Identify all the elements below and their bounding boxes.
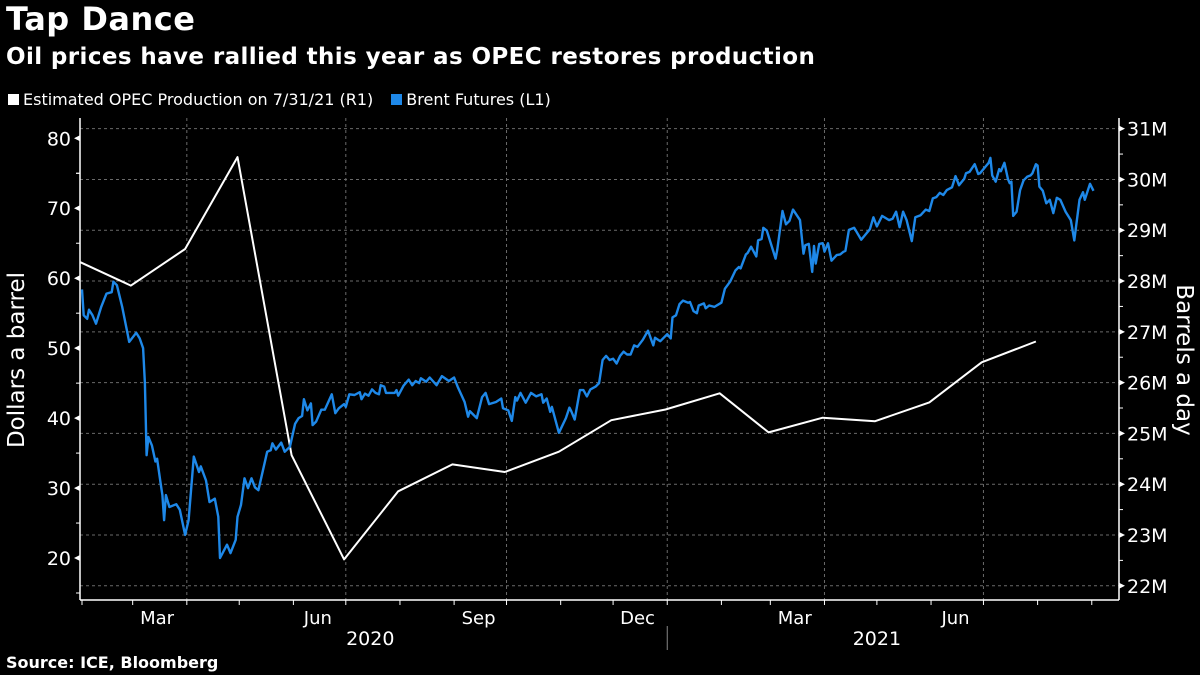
x-tick-label: Sep bbox=[462, 608, 496, 629]
y-left-tick bbox=[74, 275, 80, 282]
x-year-label: 2021 bbox=[853, 628, 901, 650]
y-right-tick bbox=[1119, 278, 1125, 285]
y-right-tick bbox=[1119, 430, 1125, 437]
y-right-tick bbox=[1119, 379, 1125, 386]
y-right-tick bbox=[1119, 531, 1125, 538]
y-left-tick-label: 60 bbox=[47, 268, 71, 290]
y-left-tick bbox=[74, 345, 80, 352]
legend-item-opec: Estimated OPEC Production on 7/31/21 (R1… bbox=[8, 90, 373, 109]
y-right-tick bbox=[1119, 176, 1125, 183]
y-left-axis-title: Dollars a barrel bbox=[4, 272, 30, 448]
y-right-tick-label: 26M bbox=[1127, 373, 1168, 395]
y-right-tick-label: 25M bbox=[1127, 423, 1168, 445]
y-left-tick bbox=[74, 555, 80, 562]
legend-swatch-brent bbox=[391, 94, 403, 105]
x-tick-label: Jun bbox=[303, 608, 332, 629]
x-tick-label: Mar bbox=[140, 608, 175, 629]
y-left-tick-label: 30 bbox=[47, 478, 71, 500]
gridlines bbox=[80, 118, 1119, 600]
y-right-tick bbox=[1119, 227, 1125, 234]
x-tick-label: Dec bbox=[620, 608, 655, 629]
legend-swatch-opec bbox=[8, 94, 19, 105]
y-right-tick-label: 31M bbox=[1127, 119, 1168, 141]
y-left-tick-label: 20 bbox=[47, 548, 71, 570]
y-right-tick-label: 29M bbox=[1127, 220, 1168, 242]
points-brent-futures bbox=[81, 157, 1094, 559]
series-line-opec-production bbox=[79, 156, 1037, 561]
series-lines bbox=[79, 156, 1095, 561]
y-right-tick-label: 23M bbox=[1127, 525, 1168, 547]
y-right-tick bbox=[1119, 582, 1125, 589]
series-line-brent-futures bbox=[80, 156, 1095, 560]
y-left-tick bbox=[74, 415, 80, 422]
x-tick-label: Jun bbox=[940, 608, 969, 629]
y-right-tick bbox=[1119, 328, 1125, 335]
y-right-tick bbox=[1119, 125, 1125, 132]
y-left-tick bbox=[74, 205, 80, 212]
legend-label-brent: Brent Futures (L1) bbox=[406, 90, 551, 109]
chart-subtitle: Oil prices have rallied this year as OPE… bbox=[6, 44, 816, 70]
legend-label-opec: Estimated OPEC Production on 7/31/21 (R1… bbox=[23, 90, 374, 109]
y-left-tick bbox=[74, 135, 80, 142]
y-left-tick-label: 80 bbox=[47, 128, 71, 150]
chart-title: Tap Dance bbox=[6, 0, 196, 38]
axes: 22M 23M 24M 25M 26M 27M 28M 29M 30M 31M 20 30 40 50 60… bbox=[47, 118, 1168, 650]
legend-item-brent: Brent Futures (L1) bbox=[391, 90, 551, 109]
y-left-tick-label: 40 bbox=[47, 408, 71, 430]
points-opec-production bbox=[80, 157, 1036, 560]
legend: Estimated OPEC Production on 7/31/21 (R1… bbox=[8, 90, 569, 109]
y-left-tick-label: 70 bbox=[47, 198, 71, 220]
y-right-tick-label: 24M bbox=[1127, 474, 1168, 496]
x-tick-label: Mar bbox=[778, 608, 813, 629]
y-right-axis-title: Barrels a day bbox=[1171, 284, 1197, 435]
x-year-label: 2020 bbox=[346, 628, 394, 650]
y-left-tick bbox=[74, 485, 80, 492]
y-right-tick-label: 27M bbox=[1127, 322, 1168, 344]
y-left-tick-label: 50 bbox=[47, 338, 71, 360]
y-right-tick-label: 28M bbox=[1127, 271, 1168, 293]
source-note: Source: ICE, Bloomberg bbox=[6, 653, 219, 672]
y-right-tick bbox=[1119, 481, 1125, 488]
y-right-tick-label: 22M bbox=[1127, 576, 1168, 598]
y-right-tick-label: 30M bbox=[1127, 169, 1168, 191]
